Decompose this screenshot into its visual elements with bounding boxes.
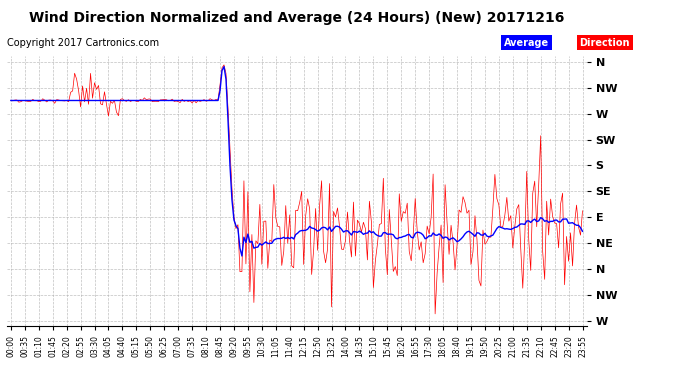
Text: Average: Average	[504, 38, 549, 48]
Text: Copyright 2017 Cartronics.com: Copyright 2017 Cartronics.com	[7, 38, 159, 48]
Text: Wind Direction Normalized and Average (24 Hours) (New) 20171216: Wind Direction Normalized and Average (2…	[29, 11, 564, 25]
Text: Direction: Direction	[580, 38, 630, 48]
